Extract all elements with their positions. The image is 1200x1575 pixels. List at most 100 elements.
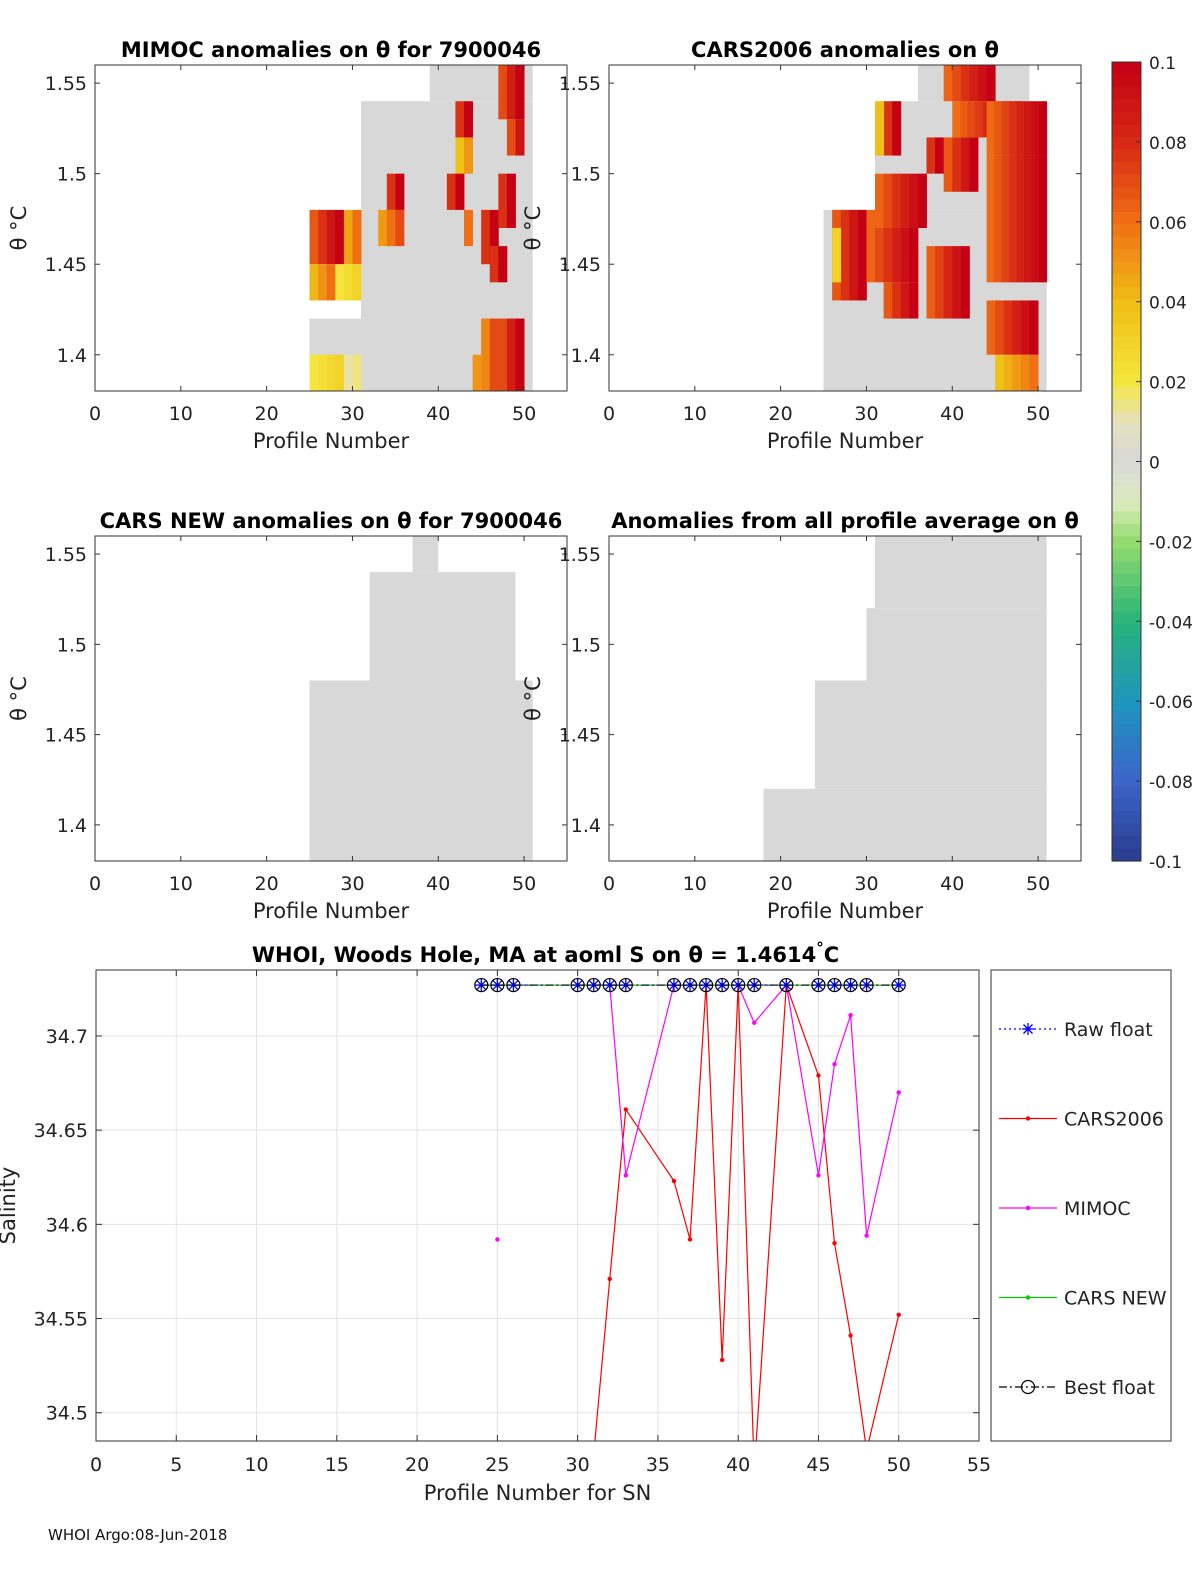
colorbar-segment <box>1112 274 1141 288</box>
heatmap-cell <box>943 65 953 102</box>
heatmap-cell <box>455 101 465 138</box>
heatmap-cell <box>875 101 885 156</box>
colorbar-segment <box>1112 299 1141 313</box>
heatmap-cell-neutral <box>369 572 516 681</box>
colorbar-segment <box>1112 399 1141 413</box>
colorbar-segment <box>1112 361 1141 375</box>
colorbar-segment <box>1112 536 1141 550</box>
heatmap-cell <box>1012 300 1022 355</box>
heatmap-mimoc <box>309 65 533 391</box>
heatmap-cell <box>446 173 456 210</box>
colorbar-segment <box>1112 249 1141 263</box>
heatmap-cell <box>309 354 319 391</box>
heatmap-cell <box>975 101 984 138</box>
colorbar-segment <box>1112 111 1141 126</box>
x-tick-label: 0 <box>90 1454 102 1476</box>
colorbar-segment <box>1112 62 1141 76</box>
x-axis-label: Profile Number <box>767 429 924 453</box>
heatmap-cell <box>464 101 473 138</box>
heatmap-cell <box>386 209 396 247</box>
colorbar-tick-label: 0.08 <box>1149 134 1187 154</box>
panel-title: CARS2006 anomalies on θ <box>691 38 999 62</box>
heatmap-cell-neutral <box>763 788 1047 861</box>
x-tick-label: 40 <box>426 873 450 895</box>
colorbar-segment <box>1112 286 1141 300</box>
colorbar-tick-label: -0.1 <box>1149 853 1182 873</box>
colorbar-segment <box>1112 311 1141 325</box>
chart-title: WHOI, Woods Hole, MA at aoml S on θ = 1.… <box>252 939 839 967</box>
colorbar-segment <box>1112 848 1141 862</box>
colorbar-segment <box>1112 136 1141 150</box>
y-tick-label: 34.5 <box>46 1403 88 1425</box>
heatmap-cell <box>1009 155 1018 283</box>
heatmap-cars_new <box>309 536 533 861</box>
y-axis-label: θ °C <box>521 206 545 251</box>
data-point <box>474 977 489 993</box>
colorbar-segment <box>1112 748 1141 762</box>
heatmap-cell <box>481 209 491 265</box>
colorbar-tick-label: -0.06 <box>1149 693 1193 713</box>
heatmap-cell <box>318 264 328 301</box>
data-point <box>618 977 633 993</box>
data-point <box>731 977 746 993</box>
y-axis-label: θ °C <box>7 206 31 251</box>
y-tick-label: 1.45 <box>559 254 601 276</box>
heatmap-cell <box>489 209 499 265</box>
heatmap-cell <box>960 65 970 102</box>
heatmap-cell-neutral <box>309 680 533 861</box>
y-tick-label: 1.55 <box>45 73 87 95</box>
heatmap-cell <box>335 354 345 391</box>
colorbar-segment <box>1112 761 1141 775</box>
colorbar-segment <box>1112 561 1141 575</box>
x-axis-label: Profile Number <box>767 899 924 923</box>
y-tick-label: 1.4 <box>57 815 87 837</box>
heatmap-cell <box>352 264 362 301</box>
heatmap-cell <box>952 101 961 138</box>
heatmap-cell <box>892 209 902 283</box>
x-tick-label: 40 <box>940 873 964 895</box>
x-tick-label: 40 <box>426 403 450 425</box>
heatmap-cell <box>498 65 508 120</box>
heatmap-cell <box>969 65 979 102</box>
y-tick-label: 34.65 <box>34 1120 88 1142</box>
heatmap-cell <box>1020 354 1030 391</box>
data-point <box>827 977 842 993</box>
x-tick-label: 5 <box>170 1454 182 1476</box>
legend-marker <box>1025 1116 1031 1121</box>
x-tick-label: 55 <box>967 1454 991 1476</box>
y-tick-label: 1.5 <box>571 634 601 656</box>
data-point <box>687 1237 693 1242</box>
heatmap-cars2006 <box>823 65 1048 391</box>
colorbar-segment <box>1112 823 1141 837</box>
colorbar-segment <box>1112 573 1141 587</box>
x-tick-label: 20 <box>255 403 279 425</box>
colorbar-segment <box>1112 586 1141 600</box>
colorbar-segment <box>1112 124 1141 138</box>
heatmap-cell <box>309 209 319 265</box>
heatmap-cell <box>1012 354 1022 391</box>
heatmap-cell <box>326 209 336 265</box>
heatmap-cell <box>1029 354 1039 391</box>
data-point <box>859 977 874 993</box>
x-tick-label: 20 <box>769 403 793 425</box>
data-point <box>602 977 617 993</box>
heatmap-cell-neutral <box>866 608 1047 681</box>
data-point <box>506 977 521 993</box>
colorbar-segment <box>1112 236 1141 250</box>
heatmap-cell <box>489 246 499 283</box>
data-point <box>607 1276 612 1282</box>
data-point <box>682 977 698 993</box>
colorbar-segment <box>1112 686 1141 700</box>
colorbar-segment <box>1112 648 1141 662</box>
heatmap-cell <box>840 209 850 301</box>
y-tick-label: 1.45 <box>45 254 87 276</box>
legend-box <box>990 969 1172 1442</box>
x-tick-label: 30 <box>854 873 878 895</box>
heatmap-cell <box>318 354 328 391</box>
data-point <box>896 1312 901 1317</box>
data-point <box>752 1469 756 1473</box>
colorbar-segment <box>1112 411 1141 425</box>
colorbar-tick-label: -0.04 <box>1149 613 1193 633</box>
colorbar-segment <box>1112 186 1141 200</box>
